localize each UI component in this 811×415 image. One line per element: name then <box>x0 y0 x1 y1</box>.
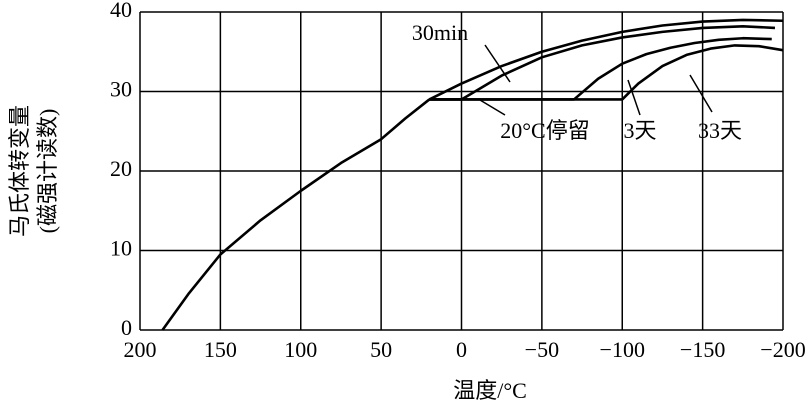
series-label: 30min <box>412 20 468 45</box>
curve <box>429 36 772 101</box>
x-tick-label: −200 <box>760 337 805 362</box>
y-tick-label: 0 <box>121 315 132 340</box>
x-tick-label: 0 <box>456 337 467 362</box>
y-tick-label: 10 <box>110 236 132 261</box>
series-label: 3天 <box>623 118 656 143</box>
y-tick-label: 40 <box>110 0 132 22</box>
curve <box>429 25 776 101</box>
annotation: 20°C停留 <box>500 118 589 143</box>
x-tick-label: 100 <box>284 337 317 362</box>
leader-line <box>479 99 506 116</box>
y-axis-label: (磁强计读数) <box>35 109 60 234</box>
y-axis-label: 马氏体转变量 <box>7 105 32 237</box>
leader-line <box>689 74 713 113</box>
y-tick-label: 30 <box>110 77 132 102</box>
curve <box>161 98 431 331</box>
x-tick-label: 150 <box>204 337 237 362</box>
series-label: 33天 <box>698 118 742 143</box>
x-tick-label: −100 <box>600 337 645 362</box>
leader-line <box>484 44 511 83</box>
x-axis-label: 温度/°C <box>453 378 527 403</box>
curve <box>429 44 784 101</box>
leader-line <box>627 79 641 116</box>
curve <box>428 18 784 101</box>
x-tick-label: 200 <box>124 337 157 362</box>
x-tick-label: 50 <box>370 337 392 362</box>
x-tick-label: −150 <box>680 337 725 362</box>
x-tick-label: −50 <box>525 337 559 362</box>
y-tick-label: 20 <box>110 156 132 181</box>
